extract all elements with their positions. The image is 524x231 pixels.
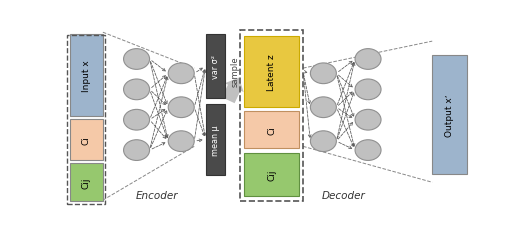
Bar [244, 111, 299, 149]
Text: Cij: Cij [82, 176, 91, 188]
Bar [70, 163, 103, 201]
Ellipse shape [168, 97, 194, 118]
Bar [205, 35, 225, 99]
Ellipse shape [168, 131, 194, 152]
Ellipse shape [168, 64, 194, 84]
Bar [244, 36, 299, 108]
Bar [205, 104, 225, 175]
Text: Ci: Ci [267, 126, 276, 134]
Text: Input x: Input x [82, 60, 91, 91]
Bar [240, 31, 303, 201]
Ellipse shape [310, 97, 336, 118]
Ellipse shape [310, 64, 336, 84]
Text: mean μ: mean μ [211, 125, 220, 155]
Ellipse shape [355, 140, 381, 161]
Ellipse shape [355, 110, 381, 131]
Bar [432, 56, 467, 174]
Bar [67, 36, 105, 204]
Text: Output xʼ: Output xʼ [445, 94, 454, 137]
Ellipse shape [124, 140, 149, 161]
Ellipse shape [124, 49, 149, 70]
Ellipse shape [124, 80, 149, 100]
Ellipse shape [355, 80, 381, 100]
Bar [70, 119, 103, 160]
Ellipse shape [355, 49, 381, 70]
Text: Decoder: Decoder [322, 190, 366, 200]
Text: Cij: Cij [267, 169, 276, 180]
Ellipse shape [310, 131, 336, 152]
Bar [70, 35, 103, 117]
Text: Encoder: Encoder [136, 190, 178, 200]
Text: Latent z: Latent z [267, 54, 276, 91]
Ellipse shape [124, 110, 149, 131]
Text: var σ²: var σ² [211, 55, 220, 79]
Text: Ci: Ci [82, 135, 91, 144]
Text: sample: sample [230, 56, 239, 87]
Bar [244, 153, 299, 196]
